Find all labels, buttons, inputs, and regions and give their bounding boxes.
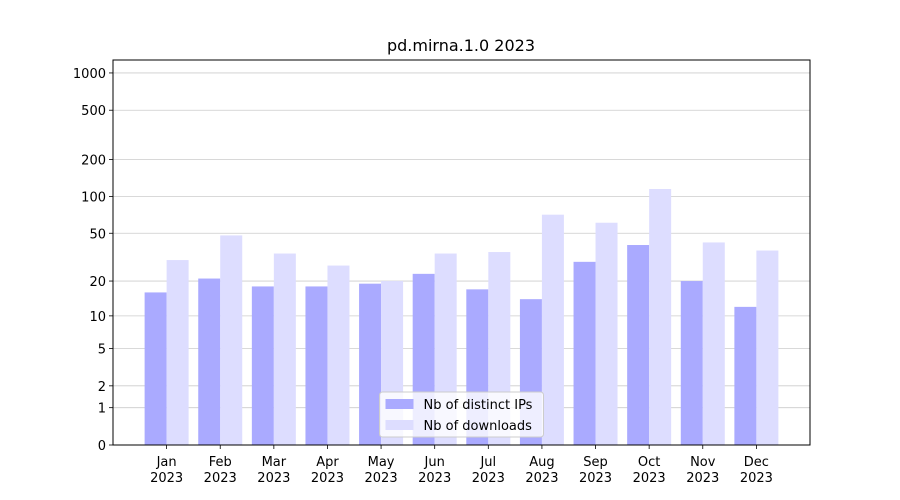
bar <box>680 281 703 445</box>
y-tick-label: 0 <box>98 439 106 454</box>
chart-title: pd.mirna.1.0 2023 <box>387 36 535 55</box>
legend-label: Nb of distinct IPs <box>424 398 533 413</box>
plot-frame <box>112 59 811 446</box>
y-tick-label: 2 <box>98 380 106 395</box>
x-tick-label: Apr 2023 <box>311 455 344 486</box>
legend-box <box>379 391 544 438</box>
bar <box>305 286 328 445</box>
bar <box>595 222 618 445</box>
x-tick-label: Nov 2023 <box>686 455 719 486</box>
x-tick-label: Mar 2023 <box>257 455 290 486</box>
x-tick-label: Sep 2023 <box>579 455 612 486</box>
y-tick-label: 500 <box>81 104 106 119</box>
y-tick-label: 50 <box>89 227 106 242</box>
legend-swatch <box>385 420 414 430</box>
x-tick-label: May 2023 <box>365 455 398 486</box>
bar <box>627 245 650 445</box>
x-tick-label: Oct 2023 <box>633 455 666 486</box>
bar <box>756 250 779 445</box>
bar <box>198 278 221 445</box>
bar <box>251 286 274 445</box>
bar <box>220 235 243 445</box>
x-tick-label: Aug 2023 <box>525 455 558 486</box>
y-tick-label: 1000 <box>73 67 106 82</box>
bar <box>327 265 350 445</box>
y-tick-label: 1 <box>98 402 106 417</box>
x-tick-label: Jul 2023 <box>472 455 505 486</box>
x-tick-label: Jan 2023 <box>150 455 183 486</box>
y-tick-label: 5 <box>98 343 106 358</box>
bar <box>734 306 757 445</box>
bar <box>541 214 564 445</box>
y-tick-label: 100 <box>81 190 106 205</box>
bar <box>166 260 189 445</box>
x-tick-label: Dec 2023 <box>740 455 773 486</box>
bar <box>359 283 382 445</box>
bar <box>573 261 596 445</box>
legend: Nb of distinct IPs Nb of downloads <box>379 391 544 438</box>
bar <box>273 253 296 445</box>
y-tick-label: 20 <box>89 275 106 290</box>
legend-label: Nb of downloads <box>424 419 533 434</box>
x-tick-label: Feb 2023 <box>204 455 237 486</box>
x-tick-label: Jun 2023 <box>418 455 451 486</box>
bar <box>649 189 672 445</box>
y-tick-label: 10 <box>89 310 106 325</box>
bar <box>702 242 725 445</box>
bar <box>144 292 167 445</box>
legend-swatch <box>385 399 414 409</box>
y-tick-label: 200 <box>81 153 106 168</box>
